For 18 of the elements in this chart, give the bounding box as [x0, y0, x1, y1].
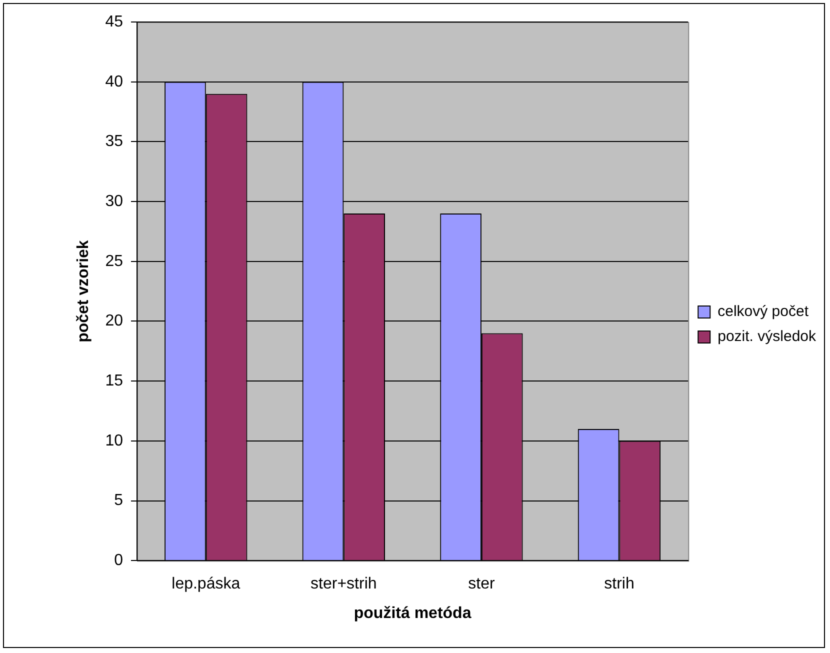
legend-label: celkový počet [718, 303, 810, 320]
y-tick-label: 40 [105, 73, 124, 90]
y-tick-label: 30 [105, 192, 124, 210]
x-tick-label: ster+strih [310, 576, 377, 593]
y-tick-label: 15 [105, 372, 124, 390]
x-axis-title: použitá metóda [354, 604, 472, 622]
y-tick-label: 35 [105, 133, 124, 150]
x-tick-label: ster [468, 576, 496, 593]
legend-label: pozit. výsledok [718, 328, 816, 346]
y-tick-label: 20 [105, 312, 124, 330]
y-tick-label: 10 [105, 432, 124, 450]
x-tick-label: strih [604, 576, 634, 593]
y-axis-title: počet vzoriek [75, 240, 92, 342]
y-tick-label: 5 [114, 492, 124, 510]
x-tick-label: lep.páska [172, 576, 240, 593]
y-tick-label: 25 [105, 252, 124, 270]
y-tick-label: 45 [105, 13, 124, 30]
y-tick-label: 0 [114, 552, 124, 570]
